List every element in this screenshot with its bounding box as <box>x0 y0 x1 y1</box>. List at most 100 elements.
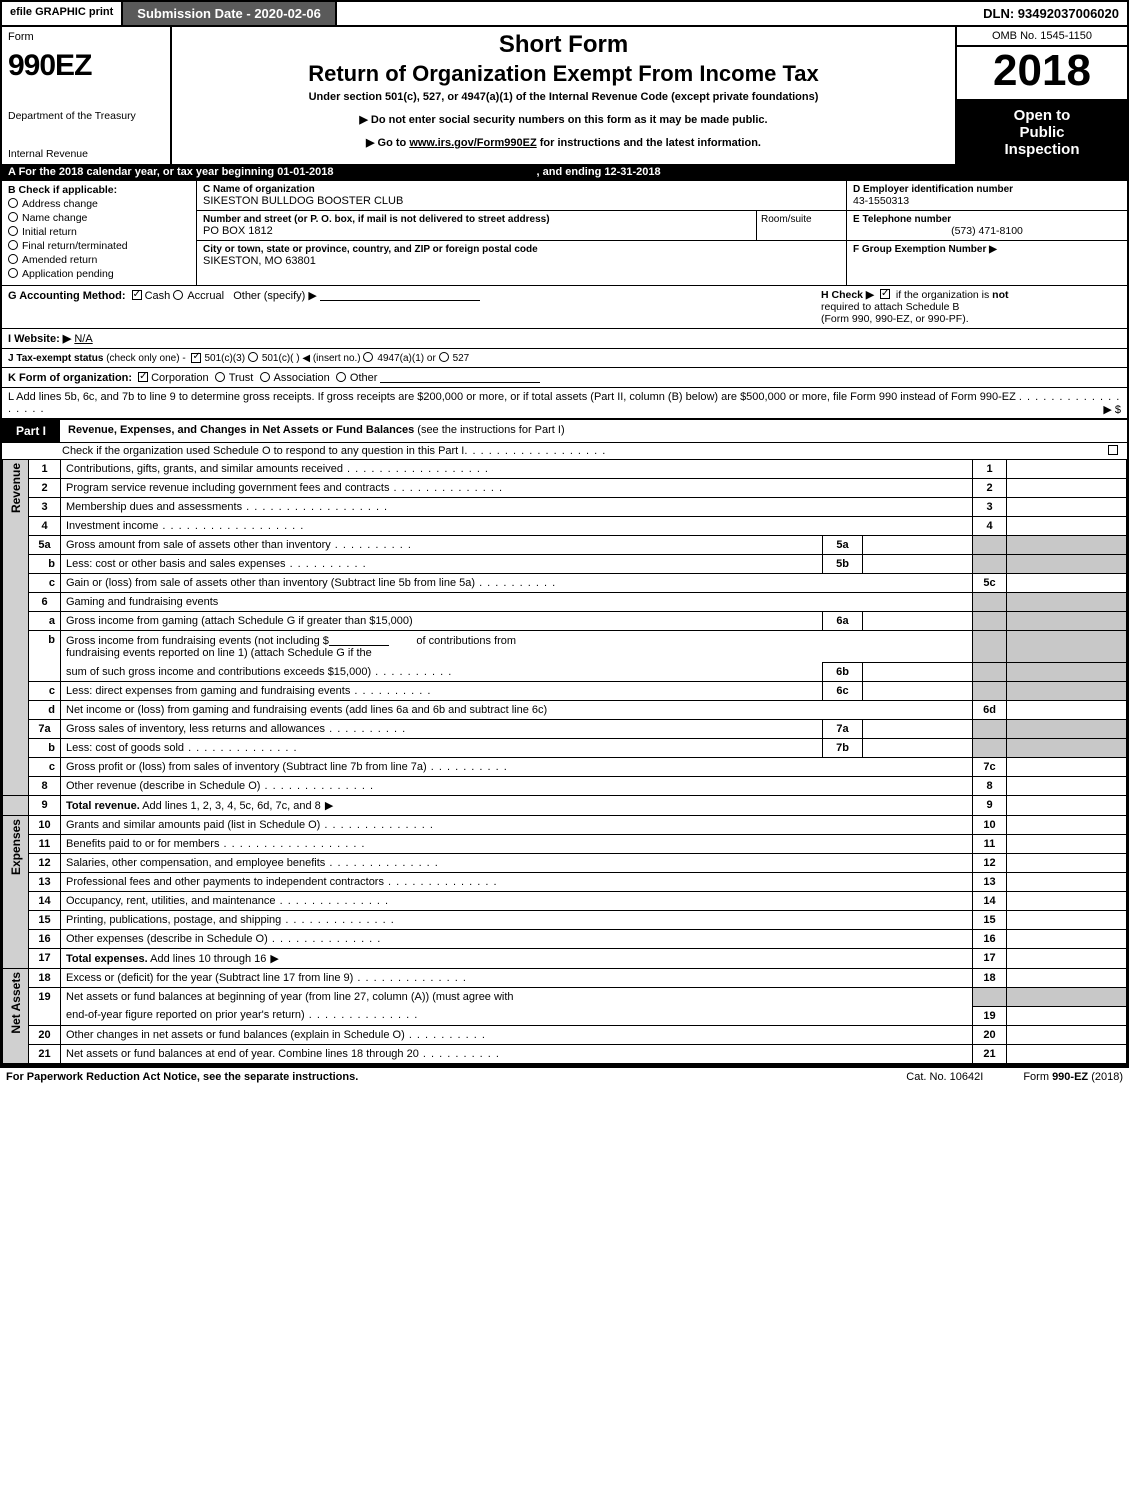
chk-4947a1[interactable] <box>363 352 373 362</box>
g-accounting-method: G Accounting Method: Cash Accrual Other … <box>8 289 821 325</box>
j-501c: 501(c)( ) ◀ (insert no.) <box>262 353 361 364</box>
ln-7a: 7a <box>29 720 61 739</box>
num-14: 14 <box>973 892 1007 911</box>
val-13[interactable] <box>1007 873 1127 892</box>
num-17: 17 <box>973 949 1007 969</box>
paperwork-notice: For Paperwork Reduction Act Notice, see … <box>6 1071 358 1083</box>
desc-9: Total revenue. Add lines 1, 2, 3, 4, 5c,… <box>61 796 973 816</box>
ln-14: 14 <box>29 892 61 911</box>
innerval-6c[interactable] <box>863 682 973 701</box>
desc-12: Salaries, other compensation, and employ… <box>61 854 973 873</box>
val-14[interactable] <box>1007 892 1127 911</box>
val-10[interactable] <box>1007 816 1127 835</box>
val-7c[interactable] <box>1007 758 1127 777</box>
j-501c3: 501(c)(3) <box>204 353 245 364</box>
ln-20: 20 <box>29 1025 61 1044</box>
irs-link[interactable]: www.irs.gov/Form990EZ <box>409 137 536 149</box>
chk-trust[interactable] <box>215 372 225 382</box>
chk-initial-return[interactable]: Initial return <box>8 226 190 238</box>
desc-6d: Net income or (loss) from gaming and fun… <box>61 701 973 720</box>
chk-final-return[interactable]: Final return/terminated <box>8 240 190 252</box>
chk-corporation[interactable] <box>138 372 148 382</box>
ln-2: 2 <box>29 479 61 498</box>
chk-527[interactable] <box>439 352 449 362</box>
h-label: H Check ▶ <box>821 289 874 301</box>
chk-501c3[interactable] <box>191 353 201 363</box>
val-21[interactable] <box>1007 1044 1127 1063</box>
desc-7b: Less: cost of goods sold <box>61 739 823 758</box>
inner-7a: 7a <box>823 720 863 739</box>
g-other: Other (specify) ▶ <box>233 290 317 302</box>
6b-amount-input[interactable] <box>329 634 389 646</box>
inner-7b: 7b <box>823 739 863 758</box>
public: Public <box>1019 124 1064 141</box>
desc-18: Excess or (deficit) for the year (Subtra… <box>61 969 973 988</box>
submission-date-button[interactable]: Submission Date - 2020-02-06 <box>123 2 337 25</box>
inner-5b: 5b <box>823 555 863 574</box>
ln-10: 10 <box>29 816 61 835</box>
innerval-7b[interactable] <box>863 739 973 758</box>
num-20: 20 <box>973 1025 1007 1044</box>
num-4: 4 <box>973 517 1007 536</box>
ln-16: 16 <box>29 930 61 949</box>
val-16[interactable] <box>1007 930 1127 949</box>
innerval-5b[interactable] <box>863 555 973 574</box>
val-12[interactable] <box>1007 854 1127 873</box>
shade-6a <box>973 612 1007 631</box>
chk-501c[interactable] <box>248 352 258 362</box>
section-revenue-end <box>3 796 29 816</box>
desc-19-1: Net assets or fund balances at beginning… <box>61 988 973 1007</box>
shade-19 <box>973 988 1007 1007</box>
chk-accrual[interactable] <box>173 290 183 300</box>
desc-5a: Gross amount from sale of assets other t… <box>61 536 823 555</box>
val-4[interactable] <box>1007 517 1127 536</box>
efile-graphic-print-button[interactable]: efile GRAPHIC print <box>2 2 123 25</box>
chk-address-change[interactable]: Address change <box>8 198 190 210</box>
cell-group-exemption: F Group Exemption Number ▶ <box>847 241 1127 258</box>
innerval-7a[interactable] <box>863 720 973 739</box>
shade-5a-v <box>1007 536 1127 555</box>
desc-10: Grants and similar amounts paid (list in… <box>61 816 973 835</box>
chk-other-org[interactable] <box>336 372 346 382</box>
val-1[interactable] <box>1007 460 1127 479</box>
val-17[interactable] <box>1007 949 1127 969</box>
innerval-6a[interactable] <box>863 612 973 631</box>
g-other-input[interactable] <box>320 289 480 301</box>
val-20[interactable] <box>1007 1025 1127 1044</box>
j-paren: (check only one) - <box>106 353 185 364</box>
k-other-input[interactable] <box>380 371 540 383</box>
innerval-6b[interactable] <box>863 663 973 682</box>
chk-cash[interactable] <box>132 290 142 300</box>
val-2[interactable] <box>1007 479 1127 498</box>
part-i-check-text: Check if the organization used Schedule … <box>62 445 464 457</box>
ln-6c: c <box>29 682 61 701</box>
shade-5b <box>973 555 1007 574</box>
chk-application-pending[interactable]: Application pending <box>8 268 190 280</box>
part-i-check-box[interactable] <box>1105 445 1121 457</box>
chk-name-change[interactable]: Name change <box>8 212 190 224</box>
val-11[interactable] <box>1007 835 1127 854</box>
val-6d[interactable] <box>1007 701 1127 720</box>
cat-no: Cat. No. 10642I <box>906 1071 983 1083</box>
ln-9: 9 <box>29 796 61 816</box>
shade-6a-v <box>1007 612 1127 631</box>
innerval-5a[interactable] <box>863 536 973 555</box>
page-footer: For Paperwork Reduction Act Notice, see … <box>0 1066 1129 1086</box>
k-trust: Trust <box>229 372 254 384</box>
col-b-checkboxes: B Check if applicable: Address change Na… <box>2 181 197 285</box>
val-15[interactable] <box>1007 911 1127 930</box>
f-label: F Group Exemption Number ▶ <box>853 244 1121 255</box>
e-label: E Telephone number <box>853 214 1121 225</box>
row-i-website: I Website: ▶ N/A <box>2 328 1127 348</box>
val-8[interactable] <box>1007 777 1127 796</box>
val-9[interactable] <box>1007 796 1127 816</box>
chk-schedule-b-not-required[interactable] <box>880 289 890 299</box>
val-18[interactable] <box>1007 969 1127 988</box>
ln-1: 1 <box>29 460 61 479</box>
val-3[interactable] <box>1007 498 1127 517</box>
chk-amended-return[interactable]: Amended return <box>8 254 190 266</box>
val-5c[interactable] <box>1007 574 1127 593</box>
val-19[interactable] <box>1007 1006 1127 1025</box>
chk-association[interactable] <box>260 372 270 382</box>
j-label: J Tax-exempt status <box>8 353 103 364</box>
